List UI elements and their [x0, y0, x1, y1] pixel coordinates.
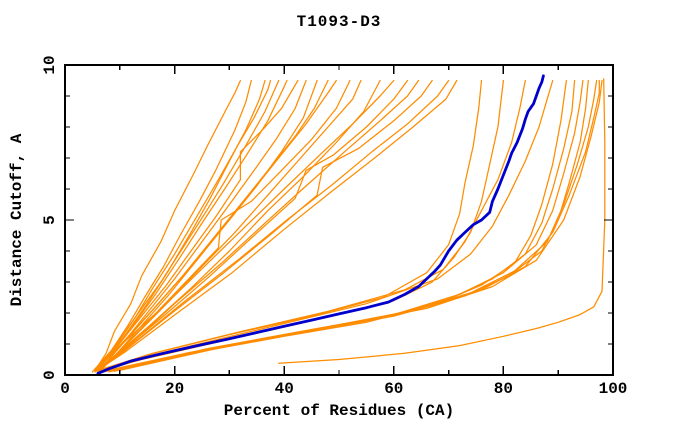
x-tick-label: 80: [494, 380, 513, 398]
model-curve: [97, 79, 280, 370]
x-tick-label: 20: [165, 380, 184, 398]
y-tick-label: 10: [41, 55, 59, 74]
model-curve: [94, 79, 351, 373]
y-tick-label: 0: [41, 370, 59, 380]
x-tick-label: 100: [599, 380, 628, 398]
model-curve: [97, 79, 433, 372]
model-curve: [108, 79, 584, 372]
model-curve: [94, 79, 272, 373]
model-curve: [94, 79, 395, 370]
model-curve: [102, 79, 568, 373]
chart-title: T1093-D3: [296, 13, 382, 31]
model-curve: [91, 79, 252, 373]
x-tick-label: 60: [384, 380, 403, 398]
model-curve: [119, 79, 603, 372]
model-curve: [102, 79, 576, 372]
model-curve: [113, 79, 600, 372]
model-curve: [97, 79, 554, 373]
model-curve: [94, 79, 242, 372]
highlight-curve: [96, 74, 545, 375]
model-curve: [94, 79, 458, 373]
x-tick-label: 0: [60, 380, 70, 398]
y-tick-label: 5: [41, 215, 59, 225]
model-curve: [94, 79, 299, 372]
x-axis-label: Percent of Residues (CA): [223, 402, 455, 420]
model-curve: [99, 79, 450, 370]
model-curve: [99, 79, 362, 372]
model-curve: [94, 79, 420, 373]
model-curve: [97, 79, 483, 373]
x-tick-label: 40: [275, 380, 294, 398]
model-curve: [97, 79, 526, 372]
model-curve: [97, 79, 505, 373]
model-curve: [97, 79, 409, 372]
model-curve: [97, 79, 266, 372]
